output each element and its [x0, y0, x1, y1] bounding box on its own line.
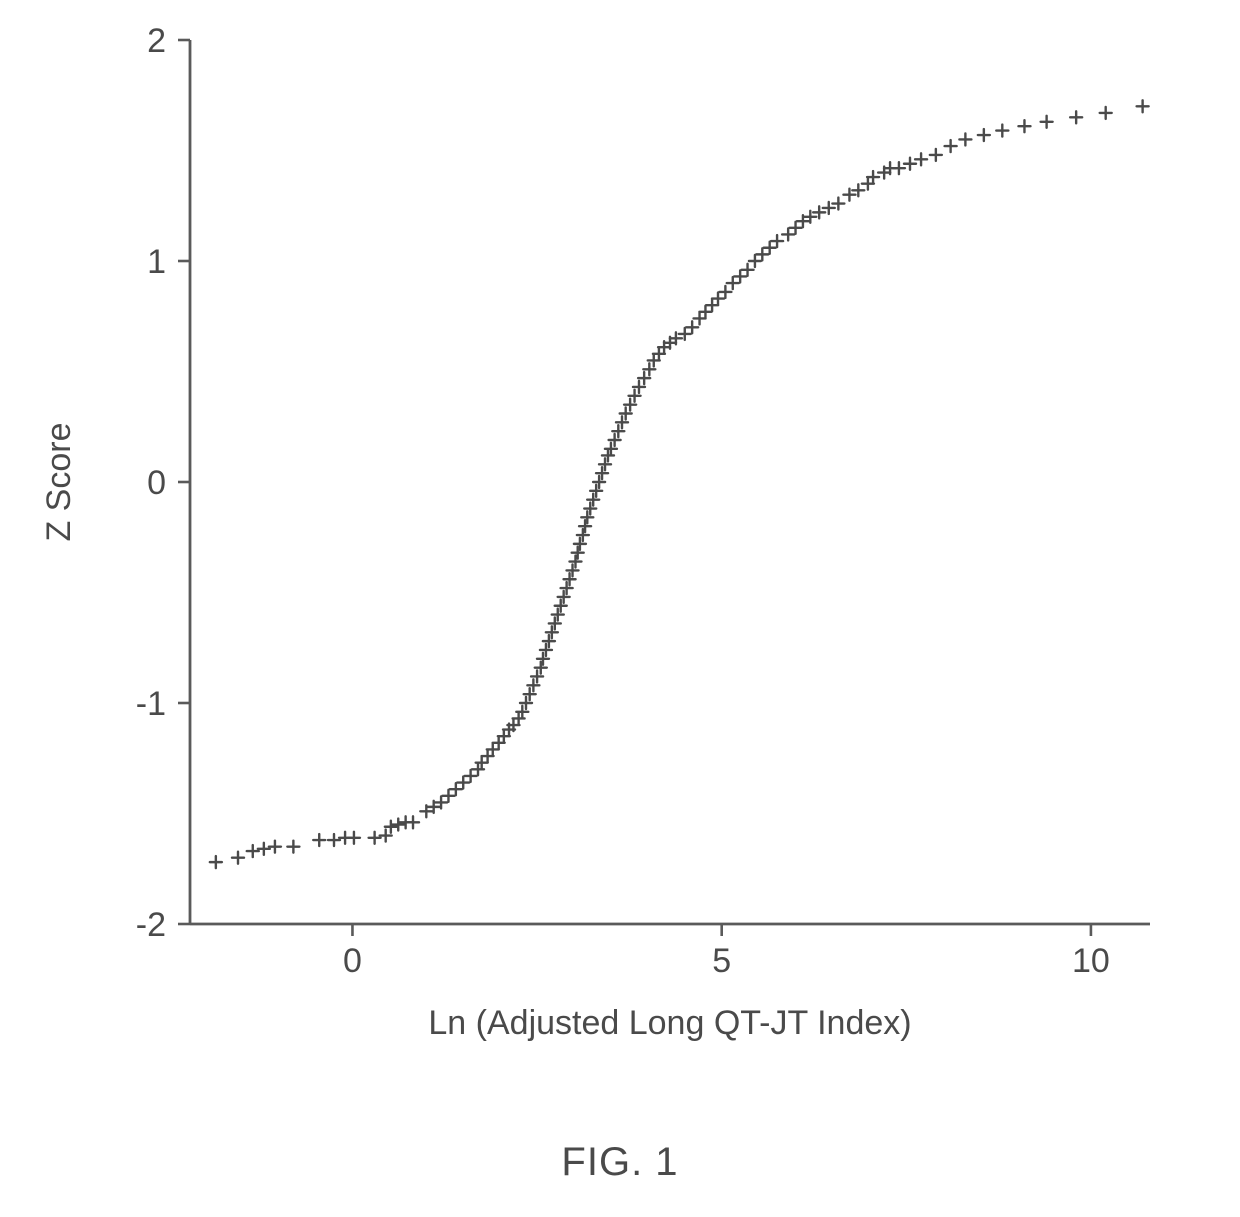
data-point — [996, 125, 1008, 137]
data-point — [369, 832, 381, 844]
data-point — [584, 503, 596, 515]
data-point — [959, 133, 971, 145]
data-point — [978, 129, 990, 141]
y-tick-label: 1 — [147, 243, 166, 281]
y-tick-label: 0 — [147, 464, 166, 502]
x-axis-label: Ln (Adjusted Long QT-JT Index) — [428, 1004, 911, 1042]
data-point — [587, 494, 599, 506]
data-point — [590, 485, 602, 497]
data-point — [694, 312, 706, 324]
scatter-plot: -2 -1 0 1 2 0 5 10 Z Score Ln (Adjusted Long Q… — [0, 0, 1240, 1060]
data-point — [574, 538, 586, 550]
data-point — [450, 783, 462, 795]
data-point — [577, 529, 589, 541]
data-point — [569, 556, 581, 568]
y-tick-label: -1 — [136, 685, 166, 723]
data-point — [764, 242, 776, 254]
data-point — [1070, 111, 1082, 123]
data-point — [602, 449, 614, 461]
x-tick-label: 10 — [1072, 942, 1110, 980]
data-point — [457, 777, 469, 789]
figure-caption: FIG. 1 — [0, 1140, 1240, 1185]
data-point — [1018, 120, 1030, 132]
data-point — [546, 626, 558, 638]
data-point — [258, 843, 270, 855]
data-point — [392, 819, 404, 831]
y-tick-label: -2 — [136, 906, 166, 944]
data-point — [348, 832, 360, 844]
data-point — [555, 600, 567, 612]
data-point — [465, 770, 477, 782]
data-point — [579, 520, 591, 532]
data-point — [581, 511, 593, 523]
data-point — [210, 856, 222, 868]
data-point — [1137, 100, 1149, 112]
data-point — [549, 617, 561, 629]
data-point — [269, 841, 281, 853]
data-point — [232, 852, 244, 864]
y-axis-label: Z Score — [40, 422, 78, 541]
data-point — [543, 635, 555, 647]
data-point — [699, 306, 711, 318]
figure-container: -2 -1 0 1 2 0 5 10 Z Score Ln (Adjusted Long Q… — [0, 0, 1240, 1217]
data-point — [930, 149, 942, 161]
data-point — [782, 228, 794, 240]
data-point — [567, 564, 579, 576]
data-point — [790, 222, 802, 234]
data-point — [561, 582, 573, 594]
data-point — [564, 573, 576, 585]
data-point — [706, 299, 718, 311]
data-point — [407, 816, 419, 828]
data-point — [558, 591, 570, 603]
data-point — [599, 458, 611, 470]
data-point — [572, 547, 584, 559]
y-tick-label: 2 — [147, 22, 166, 60]
data-point — [1041, 116, 1053, 128]
data-point — [1100, 107, 1112, 119]
data-point — [945, 140, 957, 152]
data-point — [742, 264, 754, 276]
data-point — [442, 790, 454, 802]
data-point — [596, 467, 608, 479]
data-point — [771, 235, 783, 247]
data-point — [287, 841, 299, 853]
data-point — [328, 834, 340, 846]
data-point — [247, 845, 259, 857]
data-point — [727, 277, 739, 289]
data-point — [749, 255, 761, 267]
x-tick-label: 5 — [712, 942, 731, 980]
data-point — [593, 476, 605, 488]
data-point — [712, 293, 724, 305]
x-tick-label: 0 — [343, 942, 362, 980]
data-point — [313, 834, 325, 846]
data-point — [734, 270, 746, 282]
data-point — [686, 321, 698, 333]
data-point — [756, 248, 768, 260]
data-point — [540, 644, 552, 656]
data-point — [719, 286, 731, 298]
data-point — [552, 609, 564, 621]
data-point — [537, 653, 549, 665]
